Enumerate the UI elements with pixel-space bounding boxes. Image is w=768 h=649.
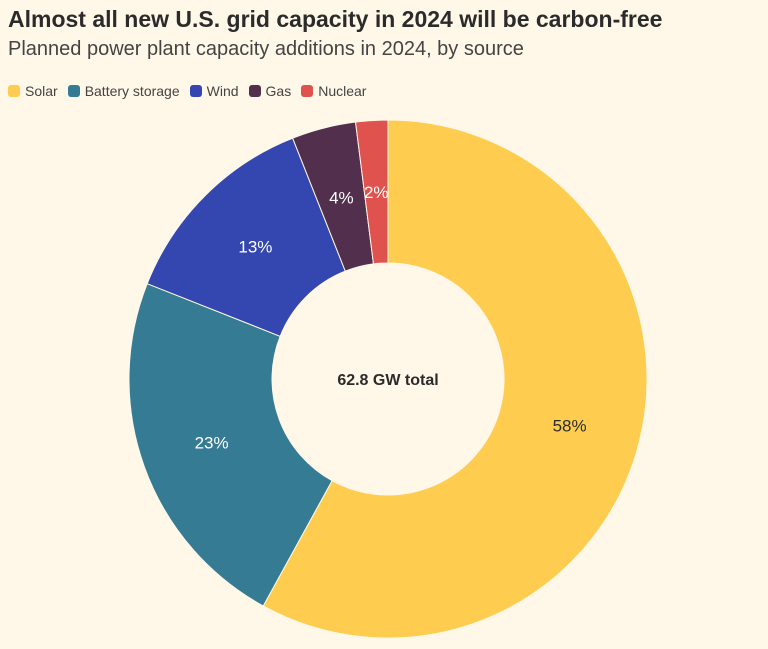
slice-label-gas: 4% [329,188,354,207]
donut-slices [128,119,648,639]
legend-label-wind: Wind [206,83,239,99]
chart-subtitle: Planned power plant capacity additions i… [8,38,524,60]
legend-swatch-battery-storage [67,85,80,97]
legend-item-gas: Gas [248,83,292,99]
slice-label-solar: 58% [553,417,587,436]
chart-title: Almost all new U.S. grid capacity in 202… [8,6,663,32]
legend: Solar Battery storage Wind Gas Nuclear [8,83,376,99]
slice-battery-storage [128,283,333,607]
slice-wind [146,137,346,337]
legend-swatch-solar [8,85,20,97]
legend-swatch-nuclear [301,85,314,97]
slice-solar [262,119,648,639]
legend-item-battery-storage: Battery storage [67,83,180,99]
center-total-label: 62.8 GW total [337,372,438,389]
slice-label-battery-storage: 23% [195,434,229,453]
legend-label-gas: Gas [265,83,292,99]
donut-slice-labels: 58% 23% 13% 4% 2% [195,183,587,453]
slice-nuclear [354,119,389,265]
legend-item-wind: Wind [189,83,239,99]
slice-label-nuclear: 2% [364,183,389,202]
legend-swatch-gas [248,85,261,97]
legend-label-nuclear: Nuclear [318,83,367,99]
legend-label-battery-storage: Battery storage [84,83,180,99]
legend-item-nuclear: Nuclear [301,83,366,99]
legend-swatch-wind [189,85,202,97]
slice-label-wind: 13% [238,237,272,256]
legend-item-solar: Solar [8,83,58,99]
legend-label-solar: Solar [25,83,58,99]
